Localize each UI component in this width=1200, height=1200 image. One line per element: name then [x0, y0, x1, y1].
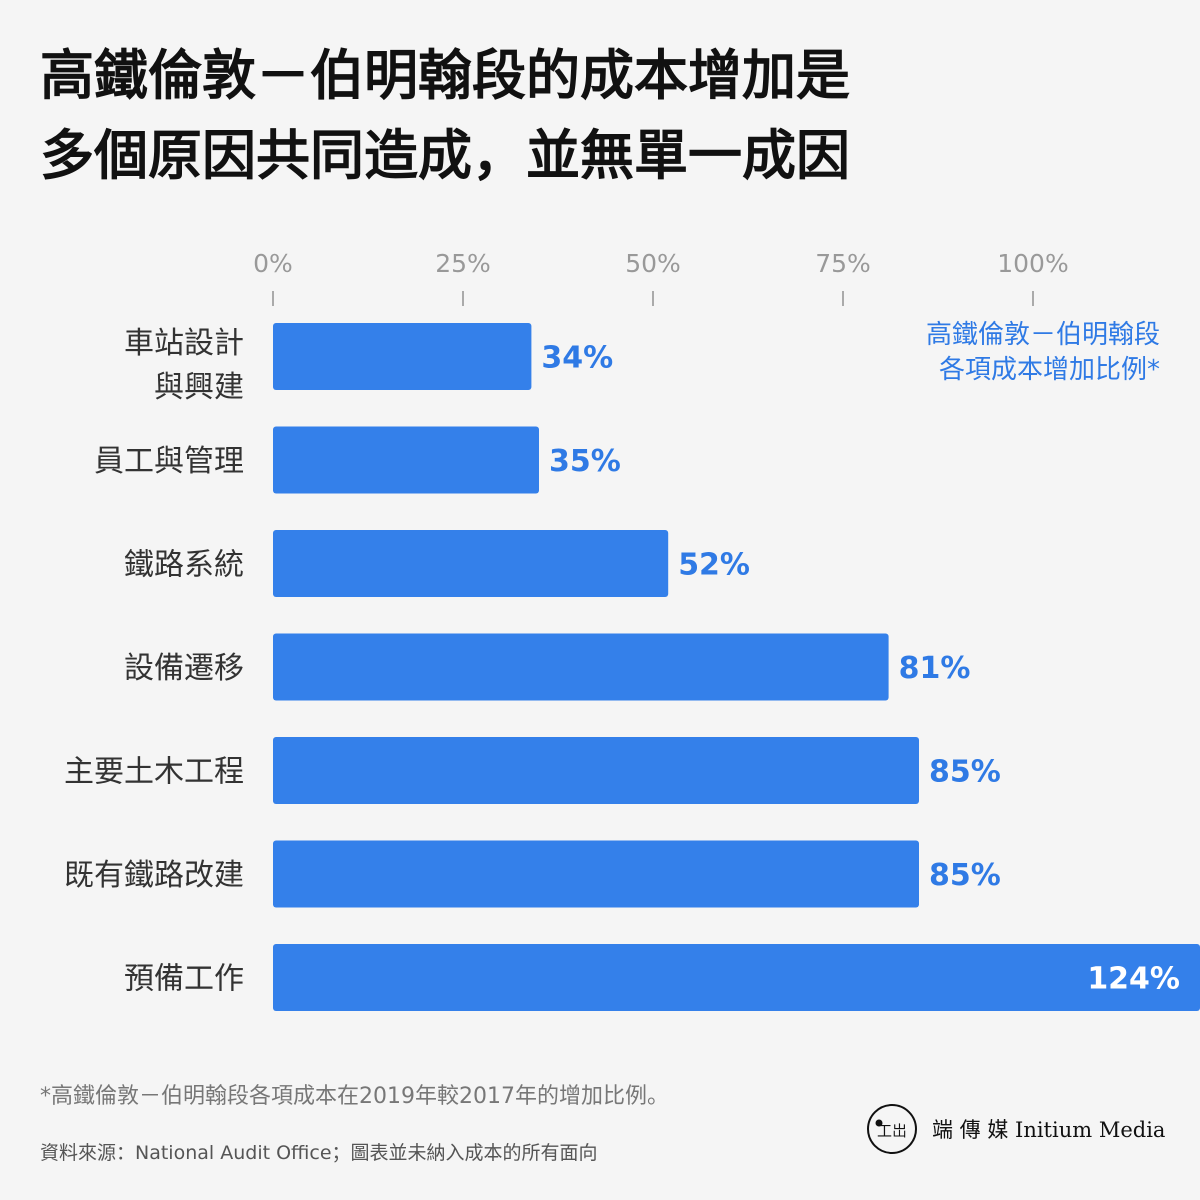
category-label-0-1: 與興建: [154, 370, 244, 405]
value-label-4: 85%: [929, 755, 1001, 790]
initium-logo-icon: 工岀: [867, 1104, 917, 1154]
legend-note: 高鐵倫敦－伯明翰段 各項成本增加比例*: [820, 318, 1160, 388]
axis-tick-label-0: 0%: [253, 249, 293, 278]
legend-note-line-2: 各項成本增加比例*: [938, 355, 1160, 385]
value-label-1: 35%: [549, 444, 621, 479]
footnote: *高鐵倫敦－伯明翰段各項成本在2019年較2017年的增加比例。: [40, 1084, 669, 1109]
source-note: 資料來源：National Audit Office；圖表並未納入成本的所有面向: [40, 1142, 598, 1164]
category-label-3: 設備遷移: [124, 651, 244, 686]
axis-tick-label-4: 100%: [997, 249, 1068, 278]
legend-note-line-1: 高鐵倫敦－伯明翰段: [925, 320, 1160, 350]
category-label-4: 主要土木工程: [64, 755, 244, 790]
category-label-0-0: 車站設計: [124, 326, 244, 361]
chart-title: 高鐵倫敦－伯明翰段的成本增加是 多個原因共同造成，並無單一成因: [40, 36, 1160, 196]
brand-text: 端 傳 媒 Initium Media: [932, 1118, 1166, 1142]
axis-tick-label-3: 75%: [815, 249, 871, 278]
category-label-6: 預備工作: [124, 962, 244, 997]
value-label-0: 34%: [541, 341, 613, 376]
axis-tick-label-1: 25%: [435, 249, 491, 278]
svg-text:工岀: 工岀: [877, 1122, 907, 1140]
bar-1: [273, 426, 539, 494]
axis-tick-label-2: 50%: [625, 249, 681, 278]
category-label-5: 既有鐵路改建: [64, 858, 244, 893]
category-label-1: 員工與管理: [94, 444, 244, 479]
bar-6: [273, 944, 1200, 1011]
bar-4: [273, 737, 919, 804]
bar-0: [273, 323, 532, 390]
value-label-3: 81%: [899, 651, 971, 686]
value-label-2: 52%: [678, 548, 750, 583]
category-label-2: 鐵路系統: [124, 548, 244, 583]
title-line-1: 高鐵倫敦－伯明翰段的成本增加是: [40, 44, 850, 107]
bar-5: [273, 840, 919, 908]
bar-2: [273, 530, 669, 597]
value-label-5: 85%: [929, 858, 1001, 893]
bar-3: [273, 633, 889, 701]
title-line-2: 多個原因共同造成，並無單一成因: [40, 124, 850, 187]
brand: 工岀 端 傳 媒 Initium Media: [866, 1103, 1165, 1155]
value-label-6: 124%: [1087, 962, 1180, 997]
